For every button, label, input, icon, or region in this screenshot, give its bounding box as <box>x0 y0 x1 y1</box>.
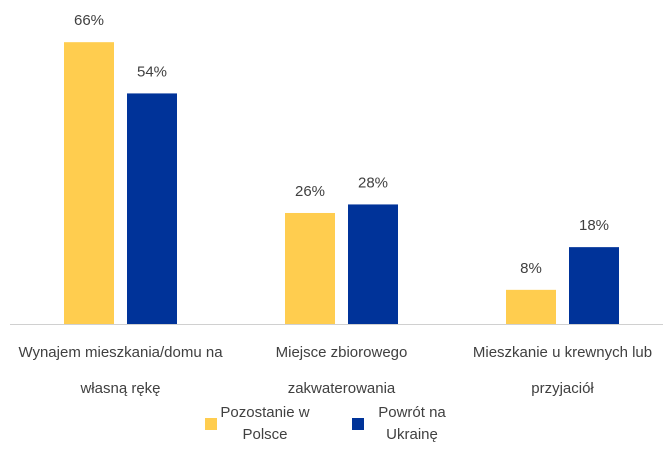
bar <box>569 247 619 324</box>
legend-label: Pozostanie w Polsce <box>220 404 310 443</box>
x-tick-label: Mieszkanie u krewnych lub przyjaciół <box>472 344 653 397</box>
legend-label: Powrót na Ukrainę <box>378 404 446 443</box>
value-label: 28% <box>358 174 388 191</box>
bar <box>506 289 556 324</box>
value-label: 54% <box>137 63 167 80</box>
bar <box>127 93 177 324</box>
bar <box>64 42 114 325</box>
value-label: 26% <box>295 183 325 200</box>
bar <box>348 204 398 324</box>
legend-swatch <box>352 418 364 430</box>
x-tick-label: Wynajem mieszkania/domu na własną rękę <box>18 344 223 397</box>
plot: 66% 54% 26% 28% 8% 18% <box>10 12 663 325</box>
value-label: 66% <box>74 12 104 29</box>
value-label: 18% <box>579 217 609 234</box>
bar <box>285 212 335 324</box>
x-tick-label: Miejsce zbiorowego zakwaterowania <box>275 344 408 397</box>
legend-swatch <box>205 418 217 430</box>
value-label: 8% <box>520 260 542 277</box>
